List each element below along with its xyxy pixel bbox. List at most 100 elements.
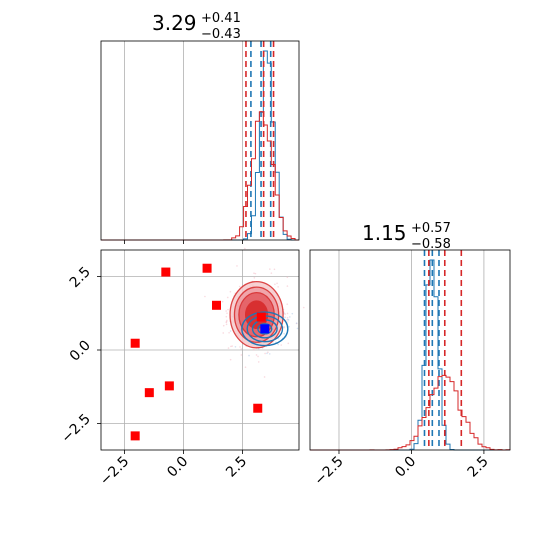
red-sample-207 [276, 282, 278, 285]
blue-sample-133 [277, 343, 279, 346]
blue-sample-86 [291, 312, 294, 315]
top-title-plus: +0.41 [201, 11, 241, 26]
red-sample-0 [229, 290, 232, 293]
red-sample-2 [274, 283, 276, 286]
top-hist-frame [100, 40, 300, 241]
top-title-value: 3.29 [152, 11, 197, 35]
red-sample-50 [254, 272, 257, 275]
red-marker-7 [130, 431, 140, 441]
right-histogram-title: 1.15 +0.57 −0.58 [362, 221, 451, 252]
red-sample-23 [227, 308, 229, 311]
blue-sample-100 [283, 332, 285, 335]
red-marker-6 [253, 403, 263, 413]
scatter-xtick-label-2: 2.5 [223, 454, 250, 481]
blue-sample-74 [296, 327, 299, 330]
blue-marker [260, 324, 270, 334]
red-sample-95 [257, 355, 259, 358]
blue-contour-level-3 [257, 323, 273, 335]
red-marker-1 [202, 263, 212, 273]
red-sample-98 [269, 268, 271, 270]
red-sample-245 [270, 272, 273, 274]
red-sample-19 [257, 361, 260, 363]
red-sample-208 [238, 285, 241, 288]
red-sample-20 [204, 295, 206, 298]
red-sample-92 [284, 313, 287, 315]
top-histogram-title: 3.29 +0.41 −0.43 [152, 11, 241, 42]
right-title-plus: +0.57 [411, 221, 451, 236]
right-hist-xtick-label-1: 0.0 [392, 454, 419, 481]
blue-sample-64 [229, 330, 232, 332]
right-hist-frame [309, 249, 511, 451]
red-sample-249 [273, 268, 276, 271]
red-sample-86 [222, 332, 225, 334]
scatter-panel: −2.5 0.0 2.5 −2.5 0.0 2.5 [58, 247, 305, 489]
red-sample-126 [240, 348, 243, 350]
red-sample-162 [253, 277, 256, 279]
red-sample-104 [229, 358, 232, 361]
right-hist-xtick-label-2: 2.5 [465, 454, 492, 481]
top-histogram-panel [100, 40, 300, 244]
red-sample-163 [225, 321, 228, 324]
scatter-ytick-label-1: 0.0 [67, 338, 94, 365]
red-sample-184 [286, 303, 289, 305]
red-sample-108 [244, 366, 247, 369]
red-sample-122 [264, 352, 266, 355]
blue-sample-12 [295, 322, 298, 325]
red-sample-96 [225, 315, 228, 318]
blue-sample-88 [266, 352, 268, 355]
red-sample-59 [222, 324, 225, 327]
scatter-frame [100, 249, 300, 451]
right-hist-xtick-label-0: −2.5 [311, 454, 346, 489]
red-marker-2 [212, 300, 221, 310]
red-sample-223 [236, 265, 238, 267]
blue-sample-46 [248, 354, 250, 357]
red-sample-105 [225, 323, 228, 326]
blue-sample-2 [284, 316, 286, 319]
red-sample-7 [287, 321, 289, 323]
blue-sample-4 [288, 325, 290, 328]
scatter-ytick-label-0: −2.5 [58, 411, 93, 446]
red-marker-5 [164, 381, 174, 391]
red-sample-157 [230, 345, 232, 348]
red-marker-8 [256, 312, 266, 322]
red-sample-221 [227, 347, 230, 349]
red-sample-48 [277, 286, 279, 288]
red-sample-12 [287, 342, 290, 345]
red-marker-0 [161, 267, 171, 277]
top-hist-background [101, 41, 299, 240]
red-sample-252 [226, 296, 229, 299]
red-sample-67 [286, 312, 289, 315]
scatter-ytick-label-2: 2.5 [67, 264, 94, 291]
red-sample-129 [286, 316, 289, 319]
red-marker-4 [144, 388, 154, 398]
red-sample-217 [286, 285, 289, 287]
scatter-xtick-label-1: 0.0 [164, 454, 191, 481]
red-sample-141 [226, 312, 228, 314]
blue-sample-89 [234, 345, 237, 348]
blue-contour-level-0 [241, 311, 289, 347]
red-sample-17 [252, 348, 255, 351]
red-sample-257 [240, 354, 243, 356]
red-sample-220 [263, 376, 266, 378]
right-histogram-panel: −2.5 0.0 2.5 [309, 249, 511, 489]
blue-sample-17 [268, 353, 271, 355]
right-hist-background [310, 250, 510, 450]
red-sample-71 [228, 331, 230, 334]
red-sample-233 [244, 247, 246, 250]
right-title-minus: −0.58 [411, 237, 451, 252]
scatter-xtick-label-0: −2.5 [97, 454, 132, 489]
red-sample-168 [267, 351, 269, 354]
red-sample-132 [231, 345, 233, 347]
red-sample-231 [225, 310, 227, 312]
red-sample-243 [255, 354, 258, 356]
red-sample-255 [280, 344, 283, 346]
right-title-value: 1.15 [362, 221, 407, 245]
top-title-minus: −0.43 [201, 27, 241, 42]
red-sample-200 [239, 346, 241, 348]
red-marker-3 [130, 338, 140, 348]
blue-sample-52 [289, 316, 291, 318]
blue-sample-112 [287, 318, 289, 321]
red-sample-63 [226, 319, 228, 322]
red-sample-82 [253, 272, 255, 274]
